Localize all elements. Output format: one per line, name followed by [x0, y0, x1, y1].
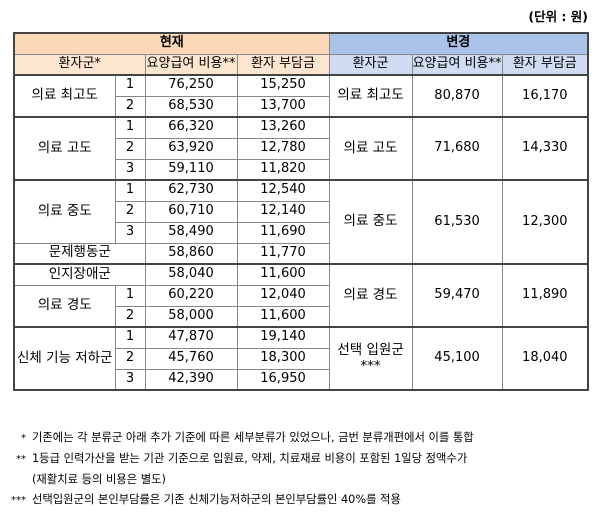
grade-cell: 2	[114, 347, 146, 370]
col-copay-current: 환자 부담금	[236, 53, 330, 76]
cost-cell: 58,490	[144, 221, 238, 244]
cost-cell: 63,920	[144, 137, 238, 160]
copay-cell: 13,700	[236, 95, 330, 118]
grade-cell: 1	[114, 116, 146, 139]
copay-cell: 11,600	[236, 305, 330, 328]
copay-cell: 12,140	[236, 200, 330, 223]
footnote-text: 1등급 인력가산을 받는 기관 기준으로 입원료, 약제, 치료재료 비용이 포…	[32, 452, 468, 465]
new-group-name: 의료 고도	[328, 116, 413, 181]
group-name: 인지장애군	[13, 263, 146, 286]
cost-cell: 58,000	[144, 305, 238, 328]
cost-cell: 45,760	[144, 347, 238, 370]
cost-cell: 60,220	[144, 284, 238, 307]
grade-cell: 2	[114, 137, 146, 160]
col-patient-group-new: 환자군	[328, 53, 413, 76]
col-copay-new: 환자 부담금	[501, 53, 589, 76]
footnote-text: 기존에는 각 분류군 아래 추가 기준에 따른 세부분류가 있었으나, 금번 분…	[32, 431, 474, 444]
copay-cell: 11,820	[236, 158, 330, 181]
copay-cell: 11,600	[236, 263, 330, 286]
footnote-text: 선택입원군의 본인부담률은 기존 신체기능저하군의 본인부담률인 40%를 적용	[32, 493, 401, 506]
new-cost-cell: 80,870	[411, 74, 503, 118]
cost-cell: 58,040	[144, 263, 238, 286]
copay-cell: 12,780	[236, 137, 330, 160]
table-row: 의료 최고도 1 76,250 15,250 의료 최고도 80,870 16,…	[13, 74, 589, 118]
copay-cell: 18,300	[236, 347, 330, 370]
table-row: 2 68,530 13,700	[14, 95, 588, 118]
grade-cell: 1	[114, 326, 146, 349]
table-row: 3 42,390 16,950	[14, 368, 588, 391]
table-row: 의료 중도 1 62,730 12,540 의료 중도 61,530 12,30…	[13, 179, 589, 265]
cost-cell: 76,250	[144, 74, 238, 97]
table-row: 의료 고도 1 66,320 13,260 의료 고도 71,680 14,33…	[13, 116, 589, 181]
group-name: 의료 고도	[13, 116, 116, 181]
new-cost-cell: 59,470	[411, 263, 503, 328]
grade-cell: 1	[114, 284, 146, 307]
new-cost-cell: 61,530	[411, 179, 503, 265]
grade-cell: 1	[114, 74, 146, 97]
cost-cell: 59,110	[144, 158, 238, 181]
new-cost-cell: 71,680	[411, 116, 503, 181]
group-name: 의료 경도	[13, 284, 116, 328]
copay-cell: 12,540	[236, 179, 330, 202]
new-group-name: 선택 입원군***	[328, 326, 413, 391]
cost-cell: 47,870	[144, 326, 238, 349]
footnote-mark: *	[21, 433, 26, 444]
cost-cell: 58,860	[144, 242, 238, 265]
table-row: 3 59,110 11,820	[14, 158, 588, 181]
col-patient-group-current: 환자군*	[13, 53, 146, 76]
new-group-name: 의료 경도	[328, 263, 413, 328]
copay-cell: 16,950	[236, 368, 330, 391]
copay-cell: 15,250	[236, 74, 330, 97]
fee-table: 현재 변경 환자군* 요양급여 비용** 환자 부담금 환자군 요양급여 비용*…	[13, 32, 590, 391]
footnote-3: *** 선택입원군의 본인부담률은 기존 신체기능저하군의 본인부담률인 40%를…	[10, 490, 595, 511]
cost-cell: 60,710	[144, 200, 238, 223]
group-name: 의료 최고도	[13, 74, 116, 118]
cost-cell: 42,390	[144, 368, 238, 391]
copay-cell: 13,260	[236, 116, 330, 139]
new-copay-cell: 12,300	[501, 179, 589, 265]
copay-cell: 19,140	[236, 326, 330, 349]
new-group-name: 의료 최고도	[328, 74, 413, 118]
table-row: 2 58,000 11,600	[14, 305, 588, 328]
copay-cell: 11,690	[236, 221, 330, 244]
grade-cell: 3	[114, 221, 146, 244]
table-row: 신체 기능 저하군 1 47,870 19,140 선택 입원군*** 45,1…	[13, 326, 589, 391]
new-copay-cell: 16,170	[501, 74, 589, 118]
new-cost-cell: 45,100	[411, 326, 503, 391]
cost-cell: 62,730	[144, 179, 238, 202]
col-care-cost-new: 요양급여 비용**	[411, 53, 503, 76]
group-name: 신체 기능 저하군	[13, 326, 116, 391]
cost-cell: 68,530	[144, 95, 238, 118]
footnotes: * 기존에는 각 분류군 아래 추가 기준에 따른 세부분류가 있었으나, 금번 …	[10, 428, 595, 511]
group-name: 문제행동군	[13, 242, 146, 265]
footnote-mark: **	[16, 454, 26, 465]
cost-cell: 66,320	[144, 116, 238, 139]
grade-cell: 2	[114, 95, 146, 118]
footnote-2-cont: (재활치료 등의 비용은 별도)	[32, 473, 166, 486]
footnote-1: * 기존에는 각 분류군 아래 추가 기준에 따른 세부분류가 있었으나, 금번 …	[10, 428, 595, 449]
copay-cell: 11,770	[236, 242, 330, 265]
grade-cell: 1	[114, 179, 146, 202]
group-name: 의료 중도	[13, 179, 116, 244]
footnote-mark: ***	[11, 495, 26, 506]
table-row: 2 45,760 18,300	[14, 347, 588, 370]
new-group-name: 의료 중도	[328, 179, 413, 265]
grade-cell: 3	[114, 368, 146, 391]
grade-cell: 3	[114, 158, 146, 181]
header-changed: 변경	[328, 32, 589, 55]
footnote-2: ** 1등급 인력가산을 받는 기관 기준으로 입원료, 약제, 치료재료 비용이…	[10, 449, 595, 470]
unit-label: (단위 : 원)	[528, 9, 588, 24]
table-row: 인지장애군 58,040 11,600 의료 경도 59,470 11,890	[13, 263, 589, 328]
grade-cell: 2	[114, 200, 146, 223]
col-care-cost-current: 요양급여 비용**	[144, 53, 238, 76]
new-copay-cell: 11,890	[501, 263, 589, 328]
grade-cell: 2	[114, 305, 146, 328]
header-current: 현재	[13, 32, 330, 55]
new-copay-cell: 14,330	[501, 116, 589, 181]
new-copay-cell: 18,040	[501, 326, 589, 391]
table-row: 3 58,490 11,690	[14, 221, 588, 244]
copay-cell: 12,040	[236, 284, 330, 307]
